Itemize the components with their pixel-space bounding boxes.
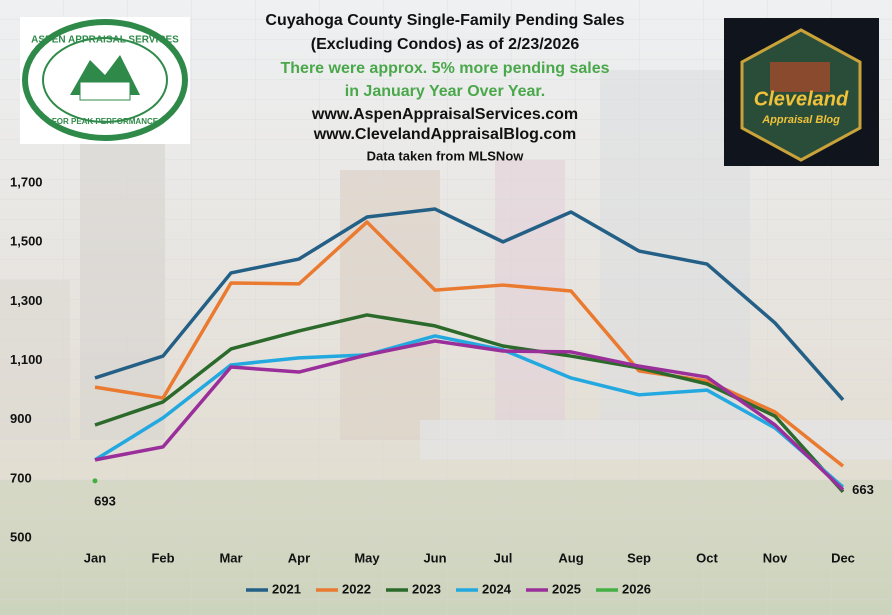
source: Data taken from MLSNow	[367, 148, 525, 163]
x-tick-label: Apr	[288, 550, 310, 565]
chart-title: Cuyahoga County Single-Family Pending Sa…	[265, 12, 624, 29]
x-tick-label: Dec	[831, 550, 855, 565]
legend-label: 2023	[412, 581, 441, 596]
legend-label: 2021	[272, 581, 301, 596]
y-tick-label: 1,100	[10, 352, 43, 367]
series-point	[92, 478, 98, 484]
x-tick-label: Oct	[696, 550, 718, 565]
series-line	[94, 207, 845, 402]
logo-name: Cleveland	[754, 88, 849, 110]
legend-label: 2025	[552, 581, 581, 596]
logo-tagline: FOR PEAK PERFORMANCE	[52, 117, 159, 126]
x-tick-label: Jul	[494, 550, 513, 565]
link: www.ClevelandAppraisalBlog.com	[313, 126, 577, 143]
x-tick-label: Mar	[219, 550, 242, 565]
y-tick-label: 500	[10, 529, 32, 544]
x-tick-label: Feb	[151, 550, 174, 565]
x-tick-label: Jun	[423, 550, 446, 565]
logo-tagline: Appraisal Blog	[761, 114, 840, 126]
x-tick-label: Aug	[558, 550, 583, 565]
annotation: in January Year Over Year.	[345, 83, 545, 100]
legend-label: 2024	[482, 581, 512, 596]
legend-label: 2022	[342, 581, 371, 596]
x-tick-label: Nov	[763, 550, 788, 565]
y-tick-label: 1,500	[10, 234, 43, 249]
link: www.AspenAppraisalServices.com	[311, 106, 578, 123]
series-line	[94, 339, 845, 492]
annotation: There were approx. 5% more pending sales	[281, 60, 610, 77]
series-line	[94, 334, 845, 489]
logo-right: Cleveland Appraisal Blog	[724, 18, 879, 166]
y-tick-label: 1,700	[10, 174, 43, 189]
x-tick-label: Sep	[627, 550, 651, 565]
y-tick-label: 1,300	[10, 293, 43, 308]
value-label: 693	[94, 493, 116, 508]
logo-left: ASPEN APPRAISAL SERVICES FOR PEAK PERFOR…	[20, 17, 190, 144]
x-tick-label: May	[354, 550, 380, 565]
y-tick-label: 700	[10, 470, 32, 485]
x-tick-label: Jan	[84, 550, 106, 565]
y-tick-label: 900	[10, 411, 32, 426]
series-line	[94, 313, 845, 494]
chart-subtitle: (Excluding Condos) as of 2/23/2026	[311, 36, 580, 53]
value-label: 663	[852, 482, 874, 497]
legend-label: 2026	[622, 581, 651, 596]
logo-name: ASPEN APPRAISAL SERVICES	[31, 35, 179, 46]
